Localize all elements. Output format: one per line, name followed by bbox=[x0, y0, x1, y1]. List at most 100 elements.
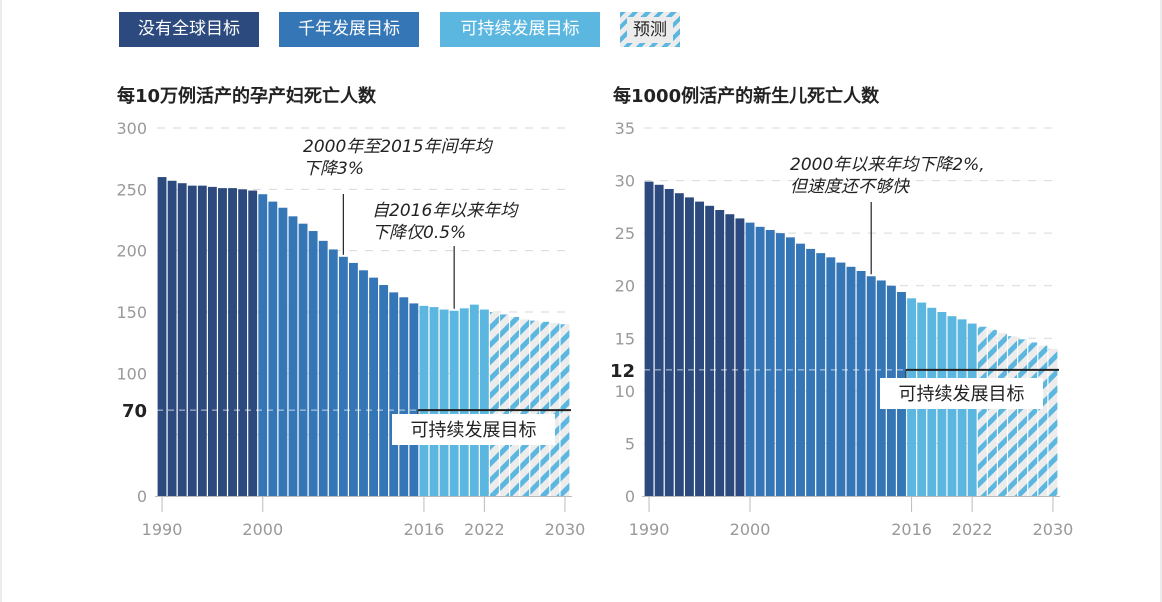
bar-2027 bbox=[1018, 339, 1028, 496]
bar-2007 bbox=[816, 253, 826, 496]
bar-2029 bbox=[1038, 345, 1048, 496]
bar-2013 bbox=[389, 292, 399, 496]
bar-2028 bbox=[1028, 342, 1038, 496]
bar-2025 bbox=[998, 333, 1007, 496]
x-tick-label: 1990 bbox=[629, 520, 670, 539]
bar-2014 bbox=[399, 297, 409, 496]
bar-2003 bbox=[775, 233, 785, 496]
bar-2002 bbox=[765, 229, 775, 497]
y-tick-label: 0 bbox=[625, 487, 635, 506]
bar-1990 bbox=[157, 177, 167, 496]
bar-1993 bbox=[674, 193, 684, 496]
bar-2001 bbox=[268, 201, 278, 496]
bar-2026 bbox=[1008, 336, 1018, 496]
target-value-label: 12 bbox=[610, 361, 635, 382]
bar-2024 bbox=[500, 314, 509, 496]
legend-projection-label: 预测 bbox=[627, 17, 673, 43]
bar-2004 bbox=[785, 237, 795, 496]
y-tick-label: 150 bbox=[116, 303, 147, 322]
target-label: 可持续发展目标 bbox=[899, 384, 1025, 405]
bar-1991 bbox=[654, 184, 664, 496]
bar-2002 bbox=[278, 207, 288, 497]
bar-2025 bbox=[510, 316, 520, 496]
x-tick-label: 2016 bbox=[404, 520, 445, 539]
y-tick-label: 100 bbox=[116, 364, 147, 383]
bar-2009 bbox=[348, 262, 358, 496]
bar-1994 bbox=[684, 197, 694, 496]
bar-2006 bbox=[806, 248, 816, 496]
y-tick-label: 10 bbox=[615, 382, 635, 401]
x-tick-label: 2000 bbox=[730, 520, 771, 539]
bar-2007 bbox=[328, 249, 338, 496]
left-frame-line bbox=[0, 0, 2, 602]
maternal-mortality-chart: 每10万例活产的孕产妇死亡人数 0 100 150 200 250 300 1990 2000 2… bbox=[116, 85, 585, 539]
bar-1990 bbox=[644, 181, 654, 496]
bar-1992 bbox=[664, 188, 674, 497]
bar-2000 bbox=[745, 222, 755, 496]
right-frame-line bbox=[1160, 0, 1162, 602]
bar-2016 bbox=[419, 305, 429, 496]
y-tick-label: 0 bbox=[137, 487, 147, 506]
bar-2024 bbox=[987, 329, 997, 496]
bar-2010 bbox=[846, 266, 856, 496]
target-label-box bbox=[392, 414, 555, 445]
bar-2020 bbox=[459, 308, 469, 496]
neonatal-mortality-chart: 每1000例活产的新生儿死亡人数 0 5 10 15 20 25 30 35 1990 2000 20… bbox=[610, 85, 1073, 539]
bar-2006 bbox=[318, 240, 328, 496]
chart-title: 每1000例活产的新生儿死亡人数 bbox=[613, 85, 880, 107]
y-tick-label: 20 bbox=[615, 277, 635, 296]
annotation-text: 2000年以来年均下降2%, bbox=[790, 155, 985, 175]
y-tick-label: 300 bbox=[116, 119, 147, 138]
chart-title: 每10万例活产的孕产妇死亡人数 bbox=[117, 85, 377, 107]
annotation-text: 2000年至2015年间年均 bbox=[303, 137, 494, 157]
bar-1997 bbox=[228, 188, 237, 497]
bar-2017 bbox=[429, 307, 439, 496]
bar-2023 bbox=[490, 312, 499, 496]
bar-1994 bbox=[197, 185, 207, 496]
bar-2022 bbox=[479, 309, 489, 496]
bar-2008 bbox=[826, 257, 836, 496]
bar-2008 bbox=[338, 256, 348, 496]
annotation-text: 下降3% bbox=[303, 159, 364, 179]
bar-2015 bbox=[409, 303, 419, 496]
bar-2012 bbox=[379, 285, 389, 496]
y-tick-label: 200 bbox=[116, 242, 147, 261]
x-tick-label: 2022 bbox=[952, 520, 993, 539]
y-tick-label: 250 bbox=[116, 180, 147, 199]
annotation-text: 自2016年以来年均 bbox=[372, 201, 519, 221]
legend-no-global-goal: 没有全球目标 bbox=[119, 12, 259, 47]
bar-2021 bbox=[469, 304, 479, 496]
bar-2009 bbox=[836, 262, 846, 496]
x-tick-label: 2016 bbox=[891, 520, 932, 539]
bar-2028 bbox=[540, 321, 550, 496]
bar-1995 bbox=[695, 201, 704, 496]
bar-2023 bbox=[977, 326, 987, 496]
bar-1996 bbox=[705, 205, 715, 496]
bar-1993 bbox=[187, 185, 197, 496]
annotation-text: 下降仅0.5% bbox=[372, 223, 466, 243]
x-tick-label: 2000 bbox=[242, 520, 283, 539]
y-tick-label: 30 bbox=[615, 172, 635, 191]
bar-2001 bbox=[755, 226, 765, 496]
bar-2000 bbox=[258, 194, 268, 497]
target-label-box bbox=[880, 378, 1043, 409]
bar-2027 bbox=[530, 320, 540, 496]
bar-2004 bbox=[298, 223, 308, 496]
legend-sdg: 可持续发展目标 bbox=[440, 12, 600, 47]
bar-1992 bbox=[177, 183, 187, 496]
bar-1998 bbox=[725, 214, 735, 496]
bar-2012 bbox=[866, 276, 876, 496]
bar-1997 bbox=[715, 210, 725, 496]
target-value-label: 70 bbox=[122, 401, 147, 422]
bar-2010 bbox=[359, 270, 368, 496]
bar-2019 bbox=[449, 310, 459, 496]
legend-mdg: 千年发展目标 bbox=[279, 12, 419, 47]
bar-1999 bbox=[248, 190, 258, 496]
bar-1991 bbox=[167, 180, 177, 496]
bar-2011 bbox=[369, 277, 379, 496]
x-tick-label: 2030 bbox=[545, 520, 586, 539]
bar-2026 bbox=[520, 319, 530, 496]
y-tick-label: 5 bbox=[625, 434, 635, 453]
